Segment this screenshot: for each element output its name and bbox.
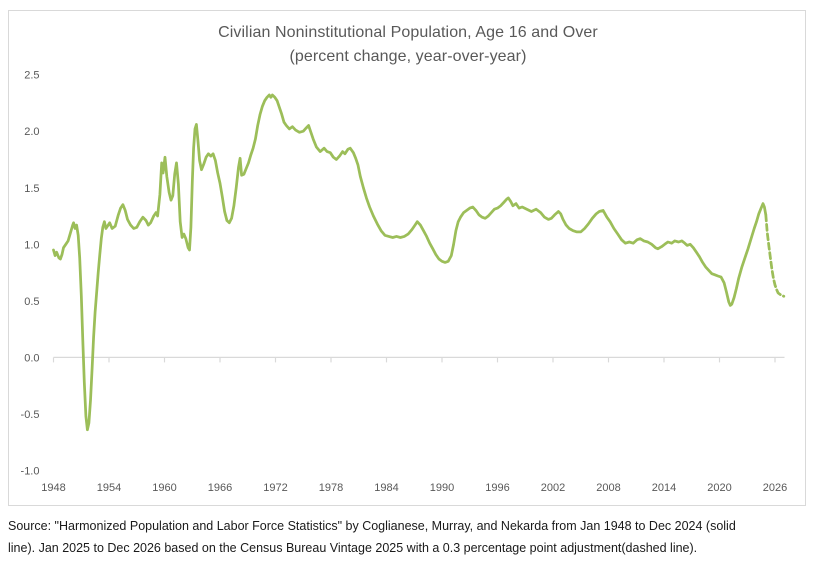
x-axis-tick-label: 2026	[763, 482, 787, 494]
x-axis-tick-label: 1978	[319, 482, 343, 494]
y-axis-labels: 2.5 2.0 1.5 1.0 0.5 0.0 -0.5 -1.0	[21, 70, 40, 478]
chart-subtitle: (percent change, year-over-year)	[289, 48, 527, 65]
population-series-solid	[52, 93, 768, 432]
chart-frame	[8, 10, 806, 506]
chart-title-block: Civilian Noninstitutional Population, Ag…	[0, 21, 816, 69]
y-axis-tick-label: 2.5	[24, 70, 39, 82]
x-axis-tick-label: 1996	[485, 482, 509, 494]
y-axis-tick-label: 1.0	[24, 239, 39, 251]
x-axis-tick-label: 2002	[541, 482, 565, 494]
source-note-line-1: Source: "Harmonized Population and Labor…	[8, 519, 736, 533]
x-axis-tick-label: 2014	[652, 482, 676, 494]
source-note: Source: "Harmonized Population and Labor…	[8, 515, 810, 559]
x-axis-tick-label: 2020	[707, 482, 731, 494]
x-axis-labels: 1948 1954 1960 1966 1972 1978 1984 1990 1996 2002…	[41, 482, 787, 494]
source-note-line-2: line). Jan 2025 to Dec 2026 based on the…	[8, 541, 698, 555]
y-axis-tick-label: 0.5	[24, 296, 39, 308]
plot-area: 1948 1954 1960 1966 1972 1978 1984 1990 1996 2002…	[21, 70, 788, 494]
y-axis-tick-label: -1.0	[21, 466, 40, 478]
x-axis-tick-label: 1948	[41, 482, 65, 494]
x-axis-tick-label: 1972	[263, 482, 287, 494]
x-axis-tick-label: 1984	[374, 482, 398, 494]
y-axis-tick-label: 0.0	[24, 352, 39, 364]
x-axis-tick-label: 1954	[97, 482, 121, 494]
x-axis-tick-label: 1966	[208, 482, 232, 494]
x-axis-ticks	[52, 357, 776, 363]
y-axis-tick-label: -0.5	[21, 409, 40, 421]
y-axis-tick-label: 2.0	[24, 126, 39, 138]
x-axis-tick-label: 2008	[596, 482, 620, 494]
chart-title: Civilian Noninstitutional Population, Ag…	[218, 24, 598, 41]
x-axis-tick-label: 1960	[152, 482, 176, 494]
x-axis-tick-label: 1990	[430, 482, 454, 494]
y-axis-tick-label: 1.5	[24, 183, 39, 195]
population-series-dashed	[764, 213, 786, 298]
